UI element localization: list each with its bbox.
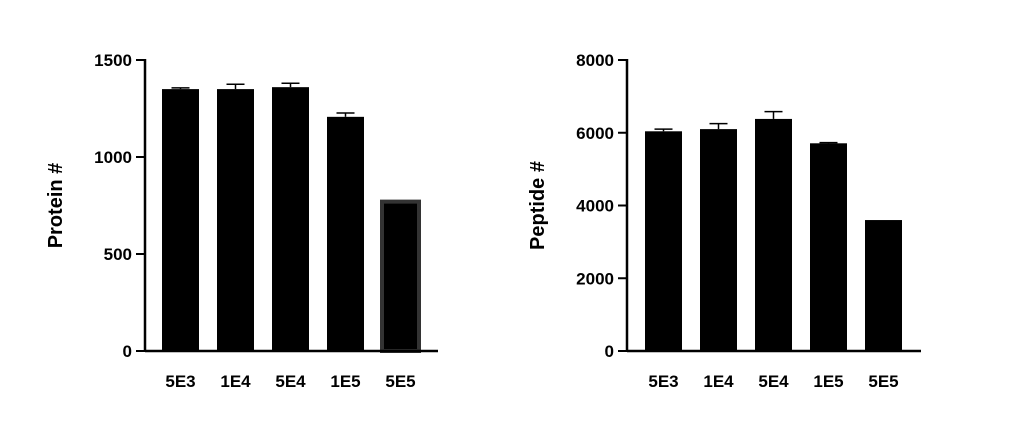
- protein-error-bar-1e4: [226, 83, 245, 90]
- protein-x-tick-label: 5E5: [385, 372, 415, 391]
- peptide-x-tick-label: 1E4: [703, 372, 734, 391]
- protein-bar-1e4: [217, 89, 254, 351]
- protein-y-axis-title: Protein #: [45, 163, 67, 249]
- peptide-bar-5e5: [865, 220, 902, 351]
- protein-count-chart: 5E3 1E4 5E4 1E5 5E5 0 500 1000 1500 Protein #: [45, 51, 438, 391]
- protein-y-tick-label: 500: [104, 245, 132, 264]
- peptide-error-bar-1e4: [709, 122, 728, 130]
- peptide-x-tick-label: 5E4: [758, 372, 789, 391]
- protein-x-tick-label: 5E4: [275, 372, 306, 391]
- peptide-count-chart: 5E3 1E4 5E4 1E5 5E5 0 2000 4000 6000 8000 Peptide …: [527, 51, 921, 391]
- peptide-bar-1e5: [810, 143, 847, 351]
- protein-bar-5e5: [380, 199, 421, 353]
- protein-error-bar-1e5: [336, 112, 355, 117]
- peptide-x-tick-label: 5E5: [868, 372, 898, 391]
- peptide-y-axis-title: Peptide #: [527, 161, 549, 250]
- protein-x-tick-label: 1E4: [220, 372, 251, 391]
- protein-error-bar-5e3: [171, 87, 190, 90]
- peptide-error-bar-1e5: [819, 141, 838, 144]
- protein-y-tick-label: 1500: [94, 51, 132, 70]
- protein-y-tick-label: 0: [123, 342, 132, 361]
- peptide-bar-5e3: [645, 131, 682, 351]
- protein-error-bar-5e4: [281, 82, 300, 88]
- peptide-error-bar-5e3: [654, 128, 673, 132]
- protein-bar-1e5: [327, 116, 364, 351]
- peptide-bar-1e4: [700, 129, 737, 351]
- peptide-bar-5e4: [755, 118, 792, 352]
- peptide-y-tick-label: 6000: [576, 124, 614, 143]
- peptide-y-tick-label: 8000: [576, 51, 614, 70]
- peptide-y-tick-label: 4000: [576, 197, 614, 216]
- protein-bar-5e3: [162, 89, 199, 351]
- protein-y-tick-label: 1000: [94, 148, 132, 167]
- peptide-x-tick-label: 5E3: [648, 372, 678, 391]
- peptide-x-tick-label: 1E5: [813, 372, 843, 391]
- peptide-y-tick-label: 0: [605, 342, 614, 361]
- peptide-y-tick-label: 2000: [576, 269, 614, 288]
- peptide-error-bar-5e4: [764, 110, 783, 119]
- protein-x-tick-label: 5E3: [165, 372, 195, 391]
- protein-bar-5e4: [272, 87, 309, 351]
- protein-x-tick-label: 1E5: [330, 372, 360, 391]
